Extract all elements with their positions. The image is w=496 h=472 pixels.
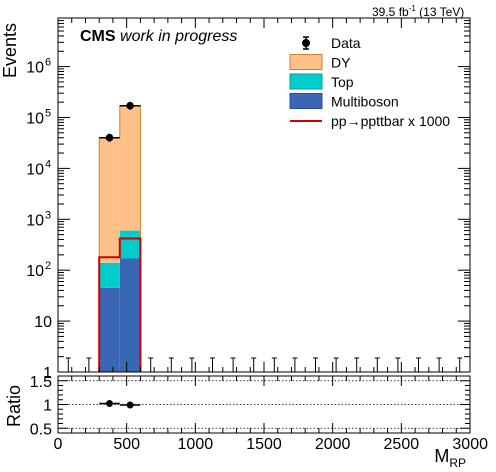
luminosity-label: 39.5 fb-1 (13 TeV): [372, 4, 465, 19]
signal-histogram: [98, 237, 142, 372]
ratio-y-axis-label: Ratio: [4, 385, 24, 427]
legend-data-marker: [302, 39, 310, 47]
ratio-xtick-label-4: 2000: [315, 436, 351, 453]
legend-label-3: Multiboson: [331, 94, 399, 110]
main-ytick-exp-6: 6: [45, 57, 51, 69]
main-ytick-label-0: 1: [43, 365, 52, 382]
x-axis-label: MRP: [434, 446, 466, 470]
ratio-xtick-label-1: 500: [113, 436, 140, 453]
cms-label: CMS work in progress: [80, 28, 238, 45]
main-ytick-label-5: 10: [26, 110, 44, 127]
main-ytick-exp-5: 5: [45, 107, 51, 119]
signal-line: [98, 237, 142, 372]
bar-top-1: [119, 230, 141, 259]
legend-label-2: Top: [331, 74, 354, 90]
main-ytick-label-6: 10: [26, 60, 44, 77]
data-point-1: [126, 101, 134, 110]
legend: Data DY Top Multiboson pp→ppttbar x 1000: [289, 35, 450, 129]
main-ytick-label-4: 10: [26, 161, 44, 178]
stack-outline: [98, 105, 141, 372]
ratio-panel: 0 500 1000 1500 2000 2500 3000 0.5 1 1.5 Ratio M…: [4, 374, 488, 470]
ratio-x-ticks: 0 500 1000 1500 2000 2500 3000: [54, 376, 488, 453]
data-point-0: [105, 133, 114, 142]
main-ytick-label-2: 10: [26, 263, 44, 280]
stacked-histograms: [98, 105, 141, 372]
ratio-point-1: [126, 401, 134, 409]
ratio-xtick-label-6: 3000: [452, 436, 488, 453]
main-x-ticks: [57, 18, 471, 372]
ratio-points: [99, 400, 141, 409]
legend-label-0: Data: [331, 35, 361, 51]
legend-label-4: pp→ppttbar x 1000: [331, 113, 450, 129]
bar-dy-0: [99, 137, 120, 263]
bar-top-0: [99, 262, 120, 288]
ratio-ytick-label-1: 1: [43, 398, 52, 415]
ratio-xtick-label-0: 0: [54, 436, 63, 453]
ratio-ytick-label-2: 1.5: [30, 374, 52, 391]
ratio-xtick-label-3: 1500: [246, 436, 282, 453]
ratio-ytick-label-0: 0.5: [30, 421, 52, 438]
bar-multiboson-1: [119, 258, 141, 372]
main-ytick-label-3: 10: [26, 212, 44, 229]
main-ytick-exp-2: 2: [45, 260, 51, 272]
legend-label-1: DY: [331, 55, 351, 71]
ratio-xtick-label-2: 1000: [178, 436, 214, 453]
main-ytick-exp-4: 4: [45, 158, 51, 170]
bar-dy-1: [119, 105, 141, 231]
bar-multiboson-0: [99, 287, 120, 372]
data-points: [65, 101, 463, 372]
main-y-axis-label: Events: [0, 23, 20, 78]
legend-swatch-multiboson: [289, 93, 323, 109]
ratio-xtick-label-5: 2500: [384, 436, 420, 453]
main-ytick-label-1: 10: [34, 314, 52, 331]
legend-swatch-dy: [289, 54, 323, 70]
ratio-y-ticks: 0.5 1 1.5: [30, 374, 470, 438]
main-ytick-exp-3: 3: [45, 209, 51, 221]
legend-swatch-top: [289, 73, 323, 90]
ratio-point-0: [106, 400, 113, 408]
